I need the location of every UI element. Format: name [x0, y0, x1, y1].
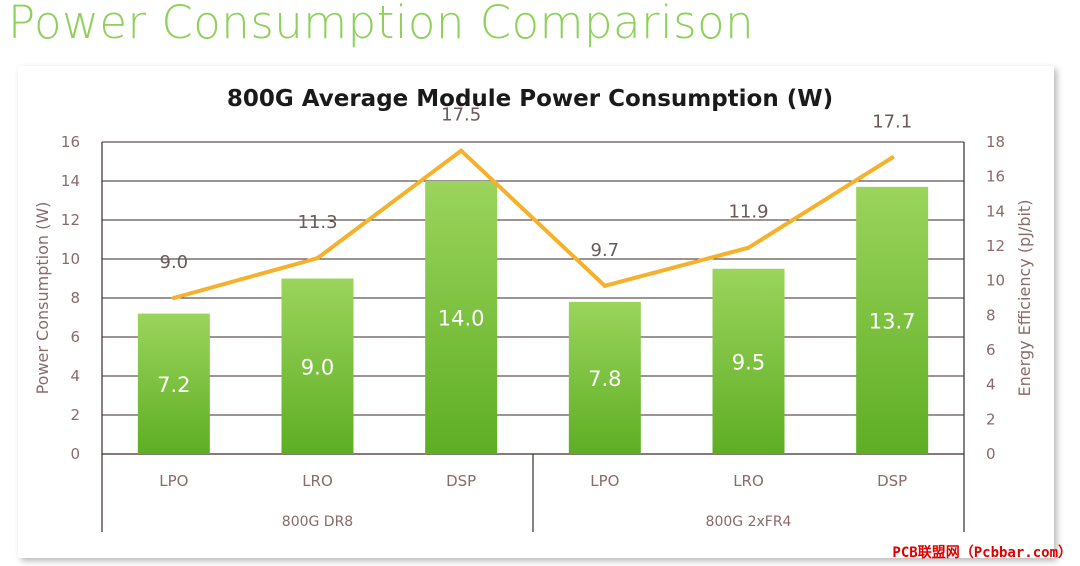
- chart-title: 800G Average Module Power Consumption (W…: [227, 86, 833, 112]
- y-tick-label: 8: [70, 289, 80, 307]
- efficiency-point: [315, 255, 320, 261]
- line-value-label: 9.0: [160, 252, 189, 273]
- y-tick-label: 2: [70, 406, 80, 424]
- y-tick-label: 6: [70, 328, 80, 346]
- x-tick-label: LRO: [302, 472, 333, 490]
- y2-tick-label: 2: [986, 410, 996, 428]
- line-value-label: 17.5: [441, 105, 481, 126]
- y-tick-label: 16: [61, 133, 80, 151]
- bar-value-label: 9.5: [732, 350, 765, 374]
- bar: [856, 186, 929, 454]
- y-axis-title: Power Consumption (W): [33, 202, 52, 395]
- y2-axis-title: Energy Efficiency (pJ/bit): [1015, 200, 1034, 397]
- y2-tick-label: 18: [986, 133, 1005, 151]
- power-consumption-chart: 800G Average Module Power Consumption (W…: [33, 86, 1034, 532]
- line-value-label: 11.3: [297, 212, 337, 233]
- line-value-label: 11.9: [728, 202, 768, 223]
- y2-tick-label: 16: [986, 168, 1005, 186]
- efficiency-point: [889, 155, 895, 160]
- y2-tick-label: 8: [986, 306, 996, 324]
- bar-value-label: 7.8: [588, 367, 621, 391]
- y2-tick-label: 0: [986, 445, 996, 463]
- bar: [568, 301, 641, 454]
- bar: [281, 278, 354, 454]
- line-value-label: 9.7: [591, 240, 620, 261]
- efficiency-point: [746, 245, 751, 250]
- y2-tick-label: 14: [986, 202, 1005, 220]
- group-label: 800G 2xFR4: [706, 514, 792, 530]
- y-tick-label: 10: [61, 250, 80, 268]
- efficiency-point: [458, 148, 464, 153]
- x-tick-label: LPO: [590, 472, 619, 490]
- x-tick-label: DSP: [877, 472, 907, 490]
- y2-tick-label: 10: [986, 272, 1005, 290]
- chart-card: 800G Average Module Power Consumption (W…: [18, 66, 1054, 558]
- efficiency-point: [171, 295, 177, 301]
- bar: [137, 313, 210, 454]
- y-tick-label: 14: [61, 172, 80, 190]
- bar: [425, 181, 498, 454]
- x-tick-label: DSP: [446, 472, 476, 490]
- y2-tick-label: 12: [986, 237, 1005, 255]
- page-title: Power Consumption Comparison: [8, 0, 755, 49]
- x-tick-label: LPO: [159, 472, 188, 490]
- bar-value-label: 14.0: [438, 307, 485, 331]
- bar: [712, 268, 785, 454]
- y2-tick-label: 6: [986, 341, 996, 359]
- watermark: PCB联盟网（Pcbbar.com）: [892, 545, 1072, 561]
- bar-value-label: 9.0: [301, 355, 334, 379]
- x-tick-label: LRO: [733, 472, 764, 490]
- bar-value-label: 13.7: [869, 309, 916, 333]
- y2-tick-label: 4: [986, 376, 996, 394]
- bar-value-label: 7.2: [157, 373, 190, 397]
- efficiency-point: [602, 283, 608, 289]
- efficiency-line: [171, 148, 895, 300]
- group-label: 800G DR8: [282, 514, 353, 530]
- y-tick-label: 4: [70, 367, 80, 385]
- y-tick-label: 12: [61, 211, 80, 229]
- line-value-label: 17.1: [872, 112, 912, 133]
- y-tick-label: 0: [70, 445, 80, 463]
